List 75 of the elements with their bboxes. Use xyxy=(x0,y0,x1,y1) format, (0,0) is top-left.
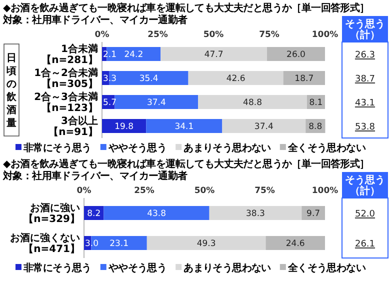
data-label: 35.4 xyxy=(139,74,158,84)
y-tick-label: お酒に強くない【n=471】 xyxy=(10,232,80,255)
x-tick-label: 0% xyxy=(76,186,92,196)
bar xyxy=(222,119,306,133)
data-label: 37.4 xyxy=(254,122,274,132)
data-label: 3.0 xyxy=(85,239,99,249)
text: 38.7 xyxy=(354,74,376,84)
data-label: 34.1 xyxy=(174,122,194,132)
data-label: 8.8 xyxy=(308,122,322,132)
data-label: 23.1 xyxy=(110,239,129,249)
data-label: 47.7 xyxy=(204,50,224,60)
x-tick-label: 50% xyxy=(203,30,224,40)
x-tick-label: 75% xyxy=(254,186,276,196)
data-label: 3.3 xyxy=(103,74,117,84)
chart-subtitle: 対象：社用車ドライバー、マイカー通勤者 xyxy=(2,14,188,26)
data-label: 5.7 xyxy=(103,98,117,108)
x-tick-label: 50% xyxy=(194,186,216,196)
x-tick-label: 0% xyxy=(94,30,110,40)
bar xyxy=(302,206,325,220)
data-label: 2.1 xyxy=(103,50,117,60)
y-axis-title: 日頃の飲酒量 xyxy=(6,53,18,130)
bar xyxy=(102,119,146,133)
text: 52.0 xyxy=(354,210,376,220)
data-label: 19.8 xyxy=(114,122,134,132)
bar xyxy=(114,95,198,109)
bar xyxy=(267,47,325,61)
text: 26.1 xyxy=(354,240,376,250)
chart-title: ◆お酒を飲み過ぎても一晩寝れば車を運転しても大丈夫だと思うか［単一回答形式］ xyxy=(3,2,370,14)
legend-label: ややそう思う xyxy=(107,262,167,274)
bar xyxy=(146,119,222,133)
bar xyxy=(146,236,266,250)
bar xyxy=(209,206,302,220)
y-tick-label: 3合以上【n=91】 xyxy=(48,115,98,138)
legend-label: あまりそう思わない xyxy=(184,142,272,154)
bar xyxy=(160,47,268,61)
data-label: 38.3 xyxy=(246,209,265,219)
y-tick-label: 2合～3合未満【n=123】 xyxy=(34,91,98,114)
bar xyxy=(283,71,325,85)
x-tick-label: 25% xyxy=(134,186,155,196)
data-label: 26.0 xyxy=(286,50,306,60)
text: そう思う（計） xyxy=(345,174,385,197)
text: そう思う（計） xyxy=(345,18,385,41)
data-label: 8.2 xyxy=(87,209,101,219)
x-tick-label: 25% xyxy=(148,30,168,40)
x-tick-label: 100% xyxy=(312,186,339,196)
legend-label: 全くそう思わない xyxy=(286,142,366,154)
data-label: 43.8 xyxy=(147,209,166,219)
chart-subtitle: 対象：社用車ドライバー、マイカー通勤者 xyxy=(2,170,188,182)
data-label: 9.7 xyxy=(306,209,320,219)
text: 53.8 xyxy=(354,122,376,132)
legend-label: あまりそう思わない xyxy=(184,262,272,274)
bar xyxy=(266,236,325,250)
bar xyxy=(188,71,284,85)
x-tick-label: 75% xyxy=(259,30,280,40)
data-label: 42.6 xyxy=(226,74,246,84)
bar xyxy=(198,95,307,109)
y-tick-label: 1合～2合未満【n=305】 xyxy=(34,67,98,90)
bar xyxy=(104,206,210,220)
legend-label: 非常にそう思う xyxy=(22,142,92,154)
legend-label: ややそう思う xyxy=(107,142,167,154)
data-label: 18.7 xyxy=(294,74,314,84)
data-label: 37.4 xyxy=(146,98,166,108)
data-label: 24.2 xyxy=(124,50,144,60)
data-label: 8.1 xyxy=(309,98,323,108)
data-label: 49.3 xyxy=(196,239,216,249)
text: 43.1 xyxy=(354,98,376,108)
y-tick-label: 1合未満【n=281】 xyxy=(42,43,98,66)
text: 26.3 xyxy=(354,50,376,60)
data-label: 24.6 xyxy=(286,239,305,249)
x-tick-label: 100% xyxy=(312,30,339,40)
legend-label: 全くそう思わない xyxy=(286,262,366,274)
data-label: 48.8 xyxy=(243,98,262,108)
y-tick-label: お酒に強い【n=329】 xyxy=(24,202,80,225)
legend-label: 非常にそう思う xyxy=(22,262,92,274)
chart-title: ◆お酒を飲み過ぎても一晩寝れば車を運転しても大丈夫だと思うか［単一回答形式］ xyxy=(3,158,370,170)
